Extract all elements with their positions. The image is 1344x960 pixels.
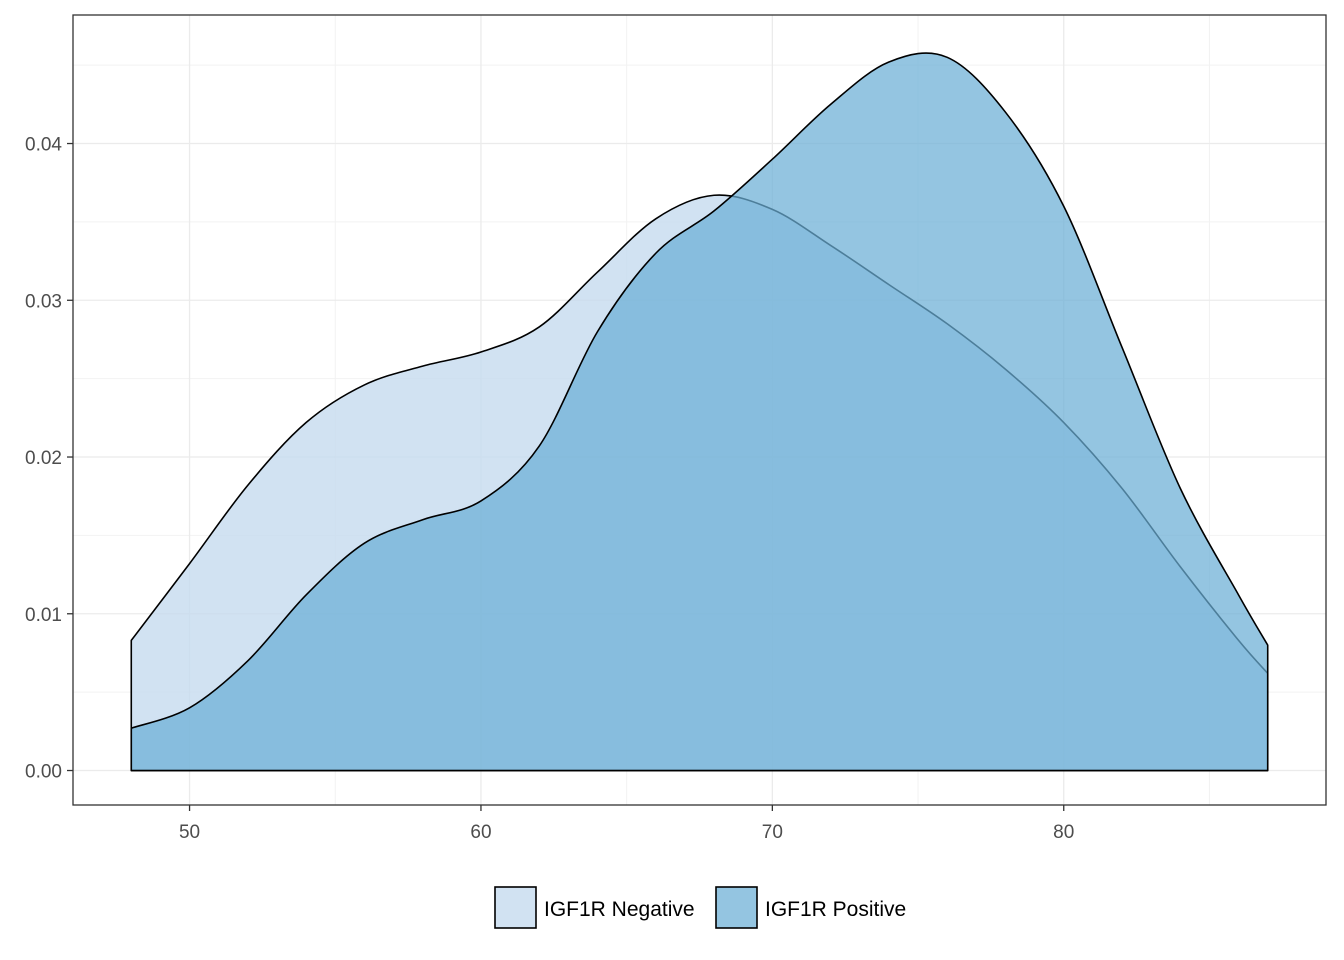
- x-tick-label: 50: [179, 822, 200, 843]
- panel-border: [72, 14, 1327, 806]
- legend-key-igf1r-negative: [494, 886, 537, 929]
- y-tick-label: 0.00: [25, 762, 62, 783]
- y-tick-label: 0.03: [25, 291, 62, 312]
- legend-label: IGF1R Positive: [765, 898, 906, 921]
- x-axis: 50 60 70 80: [179, 805, 1074, 843]
- y-tick-label: 0.04: [25, 135, 62, 156]
- density-areas: [130, 52, 1269, 772]
- x-tick-label: 60: [470, 822, 491, 843]
- legend: IGF1R Negative IGF1R Positive: [494, 886, 906, 929]
- y-tick-label: 0.01: [25, 605, 62, 626]
- density-area-igf1r-positive: [130, 52, 1269, 772]
- x-tick-label: 80: [1053, 822, 1074, 843]
- legend-label: IGF1R Negative: [544, 898, 695, 921]
- y-tick-label: 0.02: [25, 448, 62, 469]
- x-tick-label: 70: [762, 822, 783, 843]
- legend-key-igf1r-positive: [715, 886, 758, 929]
- y-axis: 0.00 0.01 0.02 0.03 0.04: [25, 135, 73, 783]
